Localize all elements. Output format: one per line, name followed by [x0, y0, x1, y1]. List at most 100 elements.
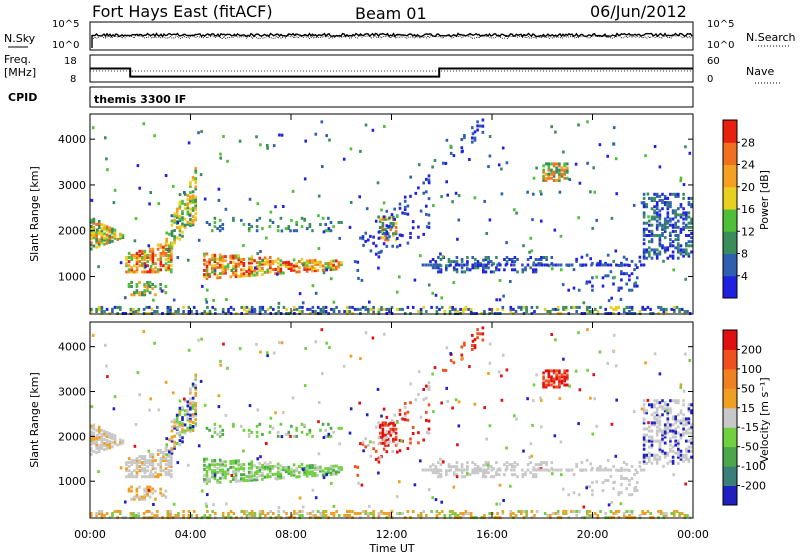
velocity-cell [237, 461, 240, 465]
power-cell [658, 240, 662, 244]
x-tick-label: 04:00 [175, 528, 207, 541]
velocity-cell [188, 419, 192, 423]
velocity-cell [146, 461, 149, 465]
power-cell [319, 260, 322, 264]
x-tick-label: 16:00 [476, 528, 508, 541]
power-cell [665, 310, 668, 313]
velocity-cell [540, 398, 543, 402]
power-cell [655, 252, 659, 256]
velocity-cell [655, 431, 659, 435]
power-cell [290, 310, 294, 313]
velocity-cell [181, 436, 184, 440]
power-cell [203, 262, 206, 266]
power-cell [513, 256, 517, 259]
velocity-cell [496, 468, 499, 472]
velocity-cell [258, 469, 262, 473]
power-cell [563, 164, 566, 168]
power-cell [671, 240, 675, 244]
velocity-cell [125, 475, 128, 479]
power-cell [574, 162, 578, 166]
velocity-cell [398, 408, 402, 412]
power-cell [658, 223, 662, 227]
velocity-cell [544, 385, 548, 389]
velocity-cell [684, 352, 687, 356]
velocity-cell [462, 512, 465, 515]
power-cell [146, 289, 149, 293]
velocity-cell [653, 439, 656, 443]
velocity-cell [534, 463, 538, 467]
velocity-cell [671, 459, 675, 463]
power-cell [162, 245, 165, 249]
power-cell [211, 305, 214, 309]
velocity-cell [648, 435, 651, 439]
power-cell [497, 163, 501, 167]
power-cell [642, 242, 646, 246]
power-cell [481, 124, 485, 128]
power-cell [663, 236, 667, 240]
power-cell [146, 270, 149, 274]
power-cell [601, 276, 605, 280]
power-cell [511, 260, 514, 264]
power-cell [327, 229, 330, 233]
power-cell [409, 175, 412, 179]
power-cell [562, 307, 565, 311]
velocity-cell [461, 356, 464, 360]
velocity-cell [170, 435, 174, 439]
power-cell [598, 263, 602, 267]
power-cell [566, 176, 569, 180]
velocity-cell [269, 469, 272, 473]
velocity-cell [276, 474, 280, 478]
date-title: 06/Jun/2012 [590, 2, 687, 21]
power-cell [492, 262, 496, 266]
velocity-cell [389, 421, 393, 425]
velocity-cell [133, 495, 136, 499]
power-cell [151, 260, 155, 264]
velocity-cell [189, 387, 192, 391]
velocity-cell [221, 476, 225, 480]
power-cell [669, 223, 672, 227]
power-cell [630, 272, 634, 276]
velocity-cell [143, 489, 147, 493]
power-cell [378, 226, 382, 229]
velocity-cell [429, 465, 432, 469]
power-cell [425, 204, 428, 208]
power-cell [690, 225, 693, 229]
power-cell [92, 219, 96, 223]
power-cell [90, 220, 93, 224]
velocity-cell [298, 465, 301, 469]
velocity-cell [592, 373, 595, 377]
power-cell [585, 253, 589, 257]
velocity-cell [417, 431, 420, 435]
velocity-cell [191, 425, 195, 428]
power-cell [119, 307, 122, 311]
power-cell [148, 247, 152, 251]
velocity-cell [655, 399, 659, 403]
power-cell [167, 253, 170, 257]
power-cell [520, 305, 523, 309]
power-cell [280, 133, 284, 137]
power-cell [601, 284, 605, 288]
velocity-cell [483, 514, 486, 517]
velocity-cell [476, 468, 480, 472]
velocity-cell [170, 473, 173, 477]
velocity-cell [482, 463, 485, 467]
power-cell [159, 283, 162, 286]
velocity-cell [682, 417, 685, 421]
power-cell [138, 253, 141, 257]
velocity-cell [135, 457, 139, 461]
velocity-cell [298, 496, 302, 500]
power-cell [566, 166, 569, 170]
power-cell [482, 268, 485, 272]
velocity-cell [360, 483, 364, 487]
power-cell [382, 307, 386, 311]
power-cell [137, 307, 141, 311]
power-cell [311, 259, 314, 263]
colorbar-tick-label: 24 [741, 159, 755, 172]
velocity-cell [327, 432, 331, 436]
power-cell [143, 256, 147, 259]
velocity-cell [682, 431, 685, 435]
power-cell [588, 310, 592, 313]
velocity-cell [357, 481, 360, 485]
power-cell [324, 229, 327, 233]
velocity-cell [469, 514, 473, 517]
